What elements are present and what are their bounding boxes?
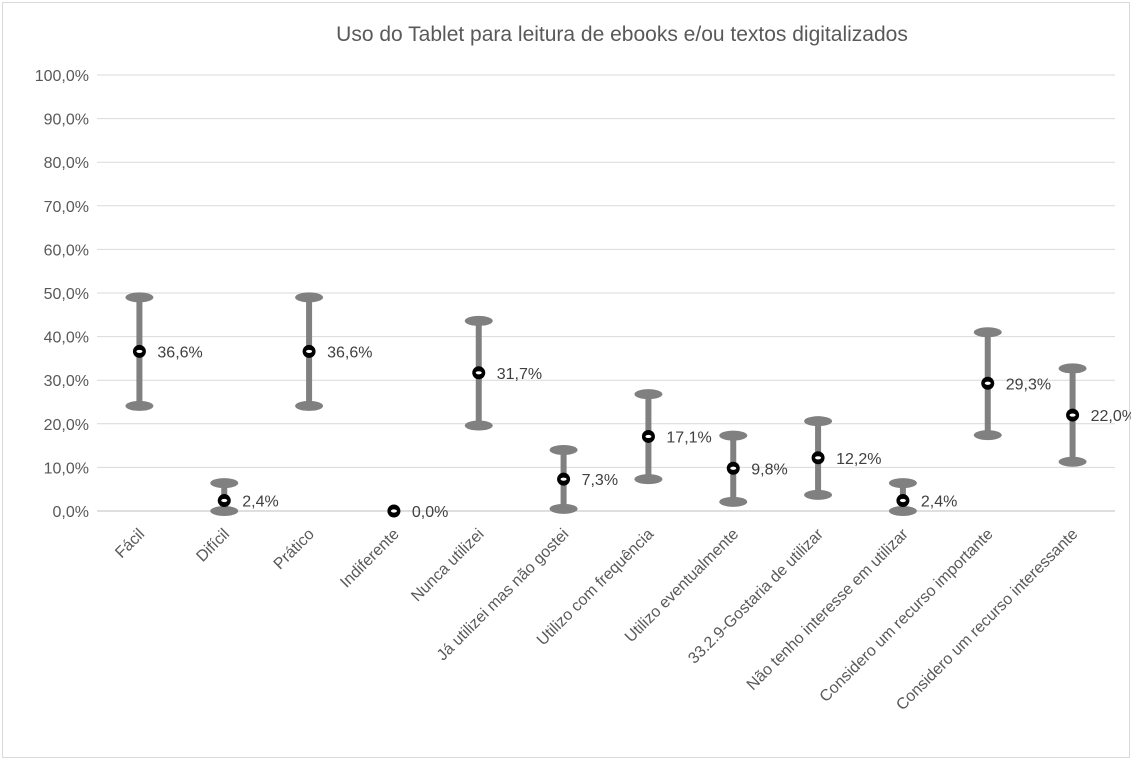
error-cap-top: [804, 416, 833, 427]
error-cap-top: [973, 327, 1002, 338]
data-label: 31,7%: [497, 366, 542, 383]
error-cap-top: [210, 478, 239, 489]
error-cap-top: [295, 292, 324, 303]
error-cap-top: [888, 478, 917, 489]
y-tick-label: 30,0%: [44, 373, 89, 390]
data-label: 2,4%: [921, 494, 957, 511]
error-cap-bottom: [295, 400, 324, 411]
data-label: 22,0%: [1091, 408, 1131, 425]
error-cap-bottom: [1058, 456, 1087, 467]
error-cap-bottom: [888, 506, 917, 516]
x-tick-label: Prático: [271, 526, 318, 573]
data-point-highlight: [475, 371, 482, 375]
y-tick-label: 90,0%: [44, 112, 89, 129]
data-label: 29,3%: [1006, 376, 1051, 393]
error-cap-top: [549, 444, 578, 455]
error-cap-bottom: [804, 489, 833, 500]
data-point-highlight: [221, 498, 228, 503]
y-axis-ticks: 0,0% 10,0% 20,0% 30,0% 40,0% 50,0% 60,0% 70,0% 8…: [35, 68, 89, 521]
data-point-highlight: [815, 456, 822, 460]
x-tick-label: Considero um recurso interessante: [893, 526, 1081, 714]
error-cap-bottom: [125, 400, 154, 411]
x-axis-ticks: Fácil Difícil Prático Indiferente Nunca util…: [112, 525, 1081, 714]
y-tick-label: 40,0%: [44, 330, 89, 347]
y-tick-label: 60,0%: [44, 242, 89, 259]
data-label: 12,2%: [836, 451, 881, 468]
data-point-highlight: [1069, 413, 1076, 417]
error-cap-bottom: [549, 503, 578, 514]
error-cap-top: [125, 292, 154, 303]
data-label: 36,6%: [157, 344, 202, 361]
x-tick-label: Considero um recurso importante: [817, 526, 997, 706]
x-tick-label: 33.2.9-Gostaria de utilizar: [685, 525, 827, 667]
data-label: 36,6%: [327, 344, 372, 361]
error-cap-bottom: [210, 506, 239, 516]
y-tick-label: 10,0%: [44, 460, 89, 477]
x-tick-label: Nunca utilizei: [408, 526, 487, 605]
data-labels: 36,6% 2,4% 36,6% 0,0% 31,7% 7,3% 17,1% 9,8% 12,2…: [157, 344, 1131, 521]
error-cap-top: [1058, 363, 1087, 374]
error-cap-bottom: [973, 430, 1002, 441]
data-point-highlight: [560, 477, 567, 481]
data-point-highlight: [136, 349, 143, 354]
error-cap-top: [719, 430, 748, 441]
error-cap-top: [634, 389, 663, 400]
data-point-highlight: [390, 509, 397, 513]
y-tick-label: 50,0%: [44, 286, 89, 303]
x-tick-label: Fácil: [112, 526, 148, 562]
data-points: [132, 344, 1080, 518]
chart-svg: Uso do Tablet para leitura de ebooks e/o…: [35, 23, 1131, 714]
data-point-highlight: [899, 498, 906, 503]
y-tick-label: 0,0%: [53, 504, 89, 521]
data-label: 2,4%: [242, 494, 278, 511]
x-tick-label: Indiferente: [337, 526, 403, 592]
data-label: 7,3%: [582, 472, 618, 489]
data-label: 17,1%: [666, 429, 711, 446]
y-tick-label: 80,0%: [44, 155, 89, 172]
y-tick-label: 100,0%: [35, 68, 89, 85]
chart-title: Uso do Tablet para leitura de ebooks e/o…: [336, 23, 908, 46]
error-cap-bottom: [719, 496, 748, 507]
error-cap-bottom: [634, 474, 663, 485]
data-label: 9,8%: [751, 461, 787, 478]
data-label: 0,0%: [412, 504, 448, 521]
data-point-highlight: [306, 349, 313, 354]
data-point-highlight: [984, 381, 991, 385]
y-tick-label: 70,0%: [44, 199, 89, 216]
error-cap-bottom: [464, 420, 493, 431]
data-point-highlight: [645, 434, 652, 439]
data-point-highlight: [730, 466, 737, 470]
x-tick-label: Difícil: [193, 526, 233, 566]
x-tick-label: Não tenho interesse em utilizar: [744, 525, 912, 693]
gridlines: [97, 74, 1115, 512]
y-tick-label: 20,0%: [44, 417, 89, 434]
error-cap-top: [464, 315, 493, 326]
